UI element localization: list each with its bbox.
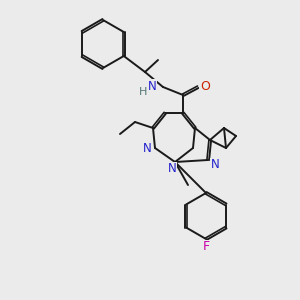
Text: N: N — [211, 158, 219, 172]
Text: O: O — [200, 80, 210, 94]
Text: N: N — [148, 80, 156, 92]
Text: N: N — [168, 163, 176, 176]
Text: H: H — [139, 87, 147, 97]
Text: F: F — [202, 241, 210, 254]
Text: N: N — [142, 142, 152, 154]
